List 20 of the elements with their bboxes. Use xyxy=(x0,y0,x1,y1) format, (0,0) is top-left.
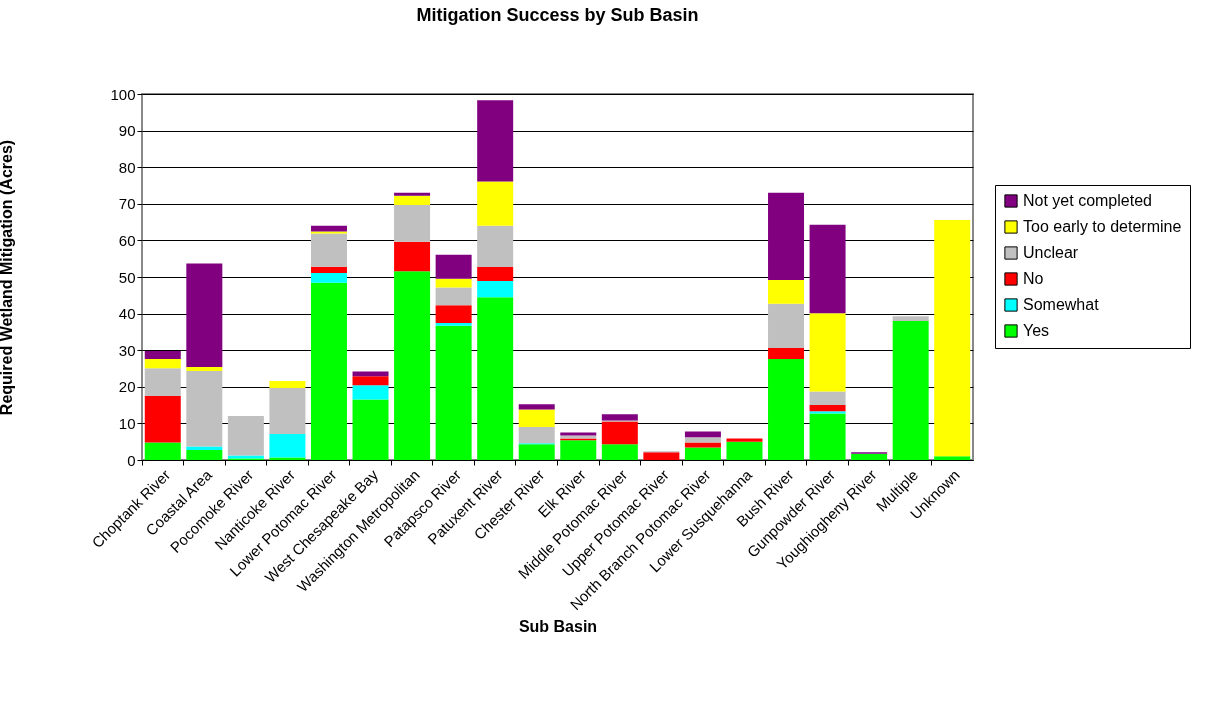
y-tick-label: 80 xyxy=(118,158,136,176)
y-tick-label: 100 xyxy=(110,85,136,103)
legend-label: Too early to determine xyxy=(1023,218,1182,235)
y-tick-label: 10 xyxy=(118,414,136,432)
legend-label: Somewhat xyxy=(1023,296,1100,313)
x-axis-title: Sub Basin xyxy=(518,618,598,636)
legend-label: Yes xyxy=(1023,322,1050,339)
y-tick-label: 60 xyxy=(118,231,136,249)
y-tick-label: 70 xyxy=(118,195,136,213)
chart-title: Mitigation Success by Sub Basin xyxy=(416,5,699,25)
y-tick-label: 0 xyxy=(127,451,136,469)
legend-label: Unclear xyxy=(1023,244,1079,261)
legend-label: No xyxy=(1023,270,1044,287)
y-tick-label: 90 xyxy=(118,122,136,140)
y-axis-title: Required Wetland Mitigation (Acres) xyxy=(0,139,16,416)
y-tick-label: 20 xyxy=(118,378,136,396)
y-tick-label: 30 xyxy=(118,341,136,359)
y-tick-label: 40 xyxy=(118,305,136,323)
y-tick-label: 50 xyxy=(118,268,136,286)
legend-label: Not yet completed xyxy=(1023,192,1152,209)
